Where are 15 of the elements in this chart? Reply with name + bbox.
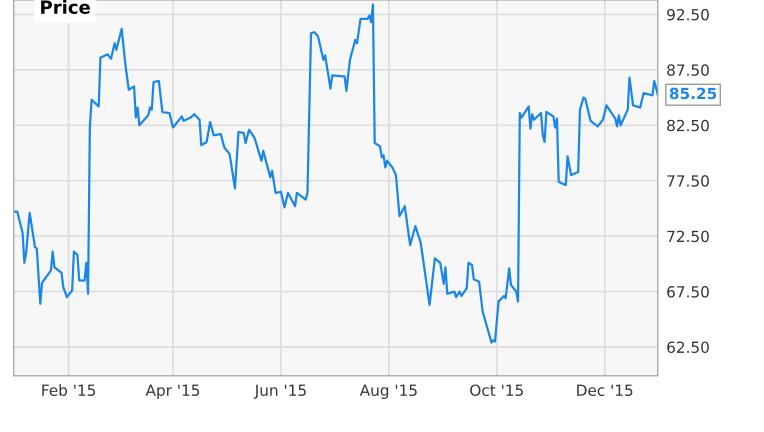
x-tick-label: Aug '15: [360, 384, 417, 399]
y-tick-label: 67.50: [667, 286, 709, 298]
x-tick-label: Jun '15: [254, 384, 306, 399]
chart-title: Price: [41, 0, 90, 14]
y-tick-label: 87.50: [667, 64, 709, 76]
y-tick-label: 77.50: [667, 175, 709, 187]
y-tick-label: 62.50: [667, 341, 709, 354]
y-tick-label: 82.50: [667, 120, 709, 132]
annotation: 85.25: [670, 88, 716, 100]
y-tick-label: 72.50: [667, 230, 709, 242]
x-tick-label: Dec '15: [577, 384, 632, 396]
y-tick-label: 92.50: [667, 8, 709, 20]
x-tick-label: Apr '15: [146, 384, 200, 399]
x-tick-label: Oct '15: [470, 384, 523, 396]
x-tick-label: Feb '15: [42, 384, 96, 396]
